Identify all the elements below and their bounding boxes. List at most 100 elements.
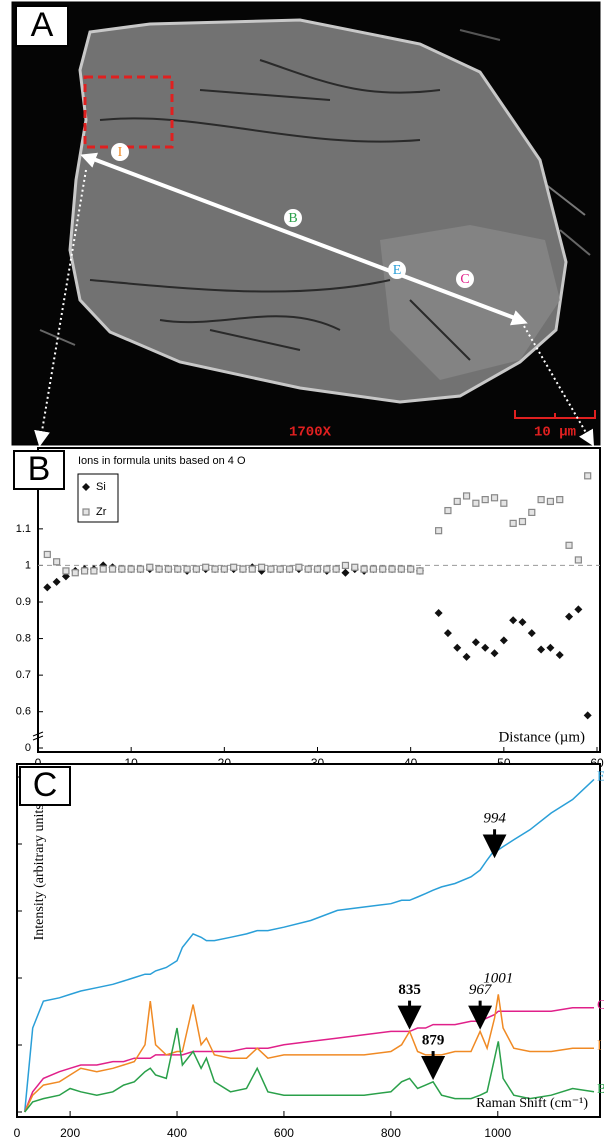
y-tick-label: 0 <box>25 742 31 754</box>
point <box>277 566 283 572</box>
x-tick-label: 0 <box>14 1126 21 1140</box>
point <box>575 557 581 563</box>
point <box>408 566 414 572</box>
point <box>398 566 404 572</box>
point <box>342 562 348 568</box>
y-tick-label: 1 <box>25 559 31 571</box>
x-tick-label: 400 <box>167 1126 187 1140</box>
point <box>110 566 116 572</box>
y-tick-label: 0.7 <box>16 669 31 681</box>
marker-label: B <box>288 211 297 226</box>
point <box>54 559 60 565</box>
y-tick-label: 0.6 <box>16 706 31 718</box>
point <box>259 564 265 570</box>
y-tick-label: 0.8 <box>16 632 31 644</box>
page: IBEC 1700X 10 µm A 010203040506000.60.70… <box>0 0 604 1145</box>
point <box>538 497 544 503</box>
series-label: B <box>597 1082 604 1097</box>
point <box>566 542 572 548</box>
point <box>352 564 358 570</box>
point <box>119 566 125 572</box>
plot-frame <box>38 448 600 752</box>
point <box>91 568 97 574</box>
magnification: 1700X <box>289 425 332 441</box>
panel-label: C <box>33 766 58 804</box>
annotation: 835 <box>398 982 421 998</box>
point <box>249 566 255 572</box>
point <box>324 566 330 572</box>
x-tick-label: 200 <box>60 1126 80 1140</box>
legend-label: Zr <box>96 506 107 518</box>
marker-label: I <box>118 145 123 160</box>
point <box>501 500 507 506</box>
point <box>417 568 423 574</box>
point <box>380 566 386 572</box>
point <box>165 566 171 572</box>
point <box>63 568 69 574</box>
point <box>231 564 237 570</box>
point <box>193 566 199 572</box>
legend-symbol <box>83 509 89 515</box>
point <box>510 520 516 526</box>
annotation: 879 <box>422 1032 445 1048</box>
point <box>305 566 311 572</box>
y-tick-label: 0.9 <box>16 596 31 608</box>
series-label: E <box>597 770 604 785</box>
point <box>221 566 227 572</box>
annotation: 967 <box>469 982 493 998</box>
point <box>268 566 274 572</box>
point <box>315 566 321 572</box>
point <box>464 493 470 499</box>
point <box>585 473 591 479</box>
point <box>72 570 78 576</box>
point <box>557 497 563 503</box>
point <box>436 528 442 534</box>
point <box>361 566 367 572</box>
point <box>137 566 143 572</box>
scale-bar-label: 10 µm <box>534 425 576 441</box>
image-panel: I B E C 1700X 10 µm A <box>12 2 600 445</box>
annotation: 994 <box>483 811 506 827</box>
point <box>547 498 553 504</box>
point <box>492 495 498 501</box>
marker-label: E <box>393 263 402 278</box>
point <box>82 568 88 574</box>
x-tick-label: 800 <box>381 1126 401 1140</box>
point <box>147 564 153 570</box>
x-axis-label: Raman Shift (cm⁻¹) <box>476 1096 588 1111</box>
point <box>240 566 246 572</box>
x-tick-label: 1000 <box>484 1126 511 1140</box>
y-tick-label: 1.1 <box>16 523 31 535</box>
x-tick-label: 600 <box>274 1126 294 1140</box>
point <box>156 566 162 572</box>
point <box>389 566 395 572</box>
point <box>44 551 50 557</box>
y-axis-label: Intensity (arbitrary units) <box>32 799 47 940</box>
point <box>175 566 181 572</box>
point <box>184 566 190 572</box>
marker-label: C <box>460 272 469 287</box>
point <box>454 498 460 504</box>
point <box>287 566 293 572</box>
chart-title: Ions in formula units based on 4 O <box>78 455 246 467</box>
point <box>212 566 218 572</box>
figure: IBEC 1700X 10 µm A 010203040506000.60.70… <box>0 0 604 1145</box>
panel-b: 010203040506000.60.70.80.911.1SiZrIons i… <box>14 448 604 770</box>
point <box>529 509 535 515</box>
point <box>296 564 302 570</box>
series-label: I <box>597 1038 602 1053</box>
point <box>203 564 209 570</box>
x-axis-label: Distance (µm) <box>498 729 585 745</box>
point <box>333 566 339 572</box>
series-label: C <box>597 998 604 1013</box>
panel-label: B <box>28 450 51 488</box>
point <box>128 566 134 572</box>
point <box>445 508 451 514</box>
point <box>482 497 488 503</box>
point <box>100 566 106 572</box>
point <box>519 519 525 525</box>
panel-label: A <box>31 6 54 44</box>
point <box>473 500 479 506</box>
point <box>370 566 376 572</box>
